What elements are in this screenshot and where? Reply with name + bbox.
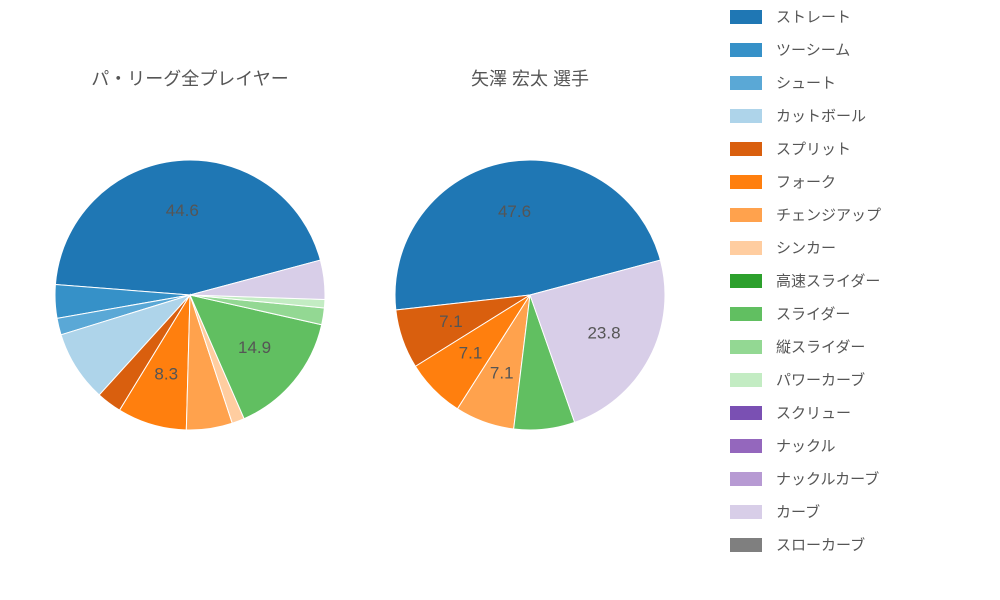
legend-swatch <box>730 175 762 189</box>
legend-swatch <box>730 43 762 57</box>
legend-swatch <box>730 274 762 288</box>
legend-item: パワーカーブ <box>730 363 980 396</box>
legend-item: カーブ <box>730 495 980 528</box>
slice-label: 47.6 <box>498 202 531 221</box>
slice-label: 14.9 <box>238 338 271 357</box>
chart-title: 矢澤 宏太 選手 <box>471 69 589 89</box>
legend-swatch <box>730 373 762 387</box>
legend-label: ナックルカーブ <box>776 468 879 489</box>
legend-swatch <box>730 241 762 255</box>
legend-label: スライダー <box>776 303 850 324</box>
legend-item: ストレート <box>730 0 980 33</box>
legend-swatch <box>730 505 762 519</box>
legend-swatch <box>730 307 762 321</box>
legend-label: シンカー <box>776 237 836 258</box>
legend-swatch <box>730 76 762 90</box>
slice-label: 7.1 <box>439 312 463 331</box>
legend-swatch <box>730 142 762 156</box>
chart-container: パ・リーグ全プレイヤー 44.6 8.3 14.9 矢澤 宏太 選手 47.6 7.1 7.1… <box>0 0 1000 600</box>
legend: ストレートツーシームシュートカットボールスプリットフォークチェンジアップシンカー… <box>730 0 980 561</box>
legend-swatch <box>730 340 762 354</box>
legend-swatch <box>730 406 762 420</box>
legend-item: シュート <box>730 66 980 99</box>
legend-item: フォーク <box>730 165 980 198</box>
legend-swatch <box>730 439 762 453</box>
legend-swatch <box>730 109 762 123</box>
legend-label: カットボール <box>776 105 866 126</box>
legend-swatch <box>730 472 762 486</box>
legend-item: カットボール <box>730 99 980 132</box>
slice-label: 44.6 <box>166 201 199 220</box>
slice-label: 7.1 <box>459 343 483 362</box>
legend-label: ツーシーム <box>776 39 850 60</box>
legend-label: スクリュー <box>776 402 851 423</box>
legend-swatch <box>730 10 762 24</box>
legend-item: ツーシーム <box>730 33 980 66</box>
legend-label: 縦スライダー <box>776 336 865 357</box>
slice-label: 8.3 <box>154 365 178 384</box>
legend-label: 高速スライダー <box>776 270 880 291</box>
legend-item: スローカーブ <box>730 528 980 561</box>
slice-label: 7.1 <box>490 363 514 382</box>
legend-label: カーブ <box>776 501 820 522</box>
legend-label: フォーク <box>776 171 836 192</box>
legend-label: パワーカーブ <box>776 369 865 390</box>
chart-title: パ・リーグ全プレイヤー <box>91 69 288 89</box>
legend-item: スプリット <box>730 132 980 165</box>
legend-item: ナックルカーブ <box>730 462 980 495</box>
legend-item: チェンジアップ <box>730 198 980 231</box>
legend-label: チェンジアップ <box>776 204 881 225</box>
legend-label: ストレート <box>776 6 851 27</box>
legend-swatch <box>730 538 762 552</box>
legend-item: 縦スライダー <box>730 330 980 363</box>
legend-item: 高速スライダー <box>730 264 980 297</box>
legend-item: ナックル <box>730 429 980 462</box>
legend-item: スクリュー <box>730 396 980 429</box>
legend-item: スライダー <box>730 297 980 330</box>
slice-label: 23.8 <box>587 324 620 343</box>
legend-label: シュート <box>776 72 836 93</box>
legend-item: シンカー <box>730 231 980 264</box>
legend-label: スローカーブ <box>776 534 865 555</box>
legend-label: ナックル <box>776 435 836 456</box>
legend-swatch <box>730 208 762 222</box>
legend-label: スプリット <box>776 138 851 159</box>
